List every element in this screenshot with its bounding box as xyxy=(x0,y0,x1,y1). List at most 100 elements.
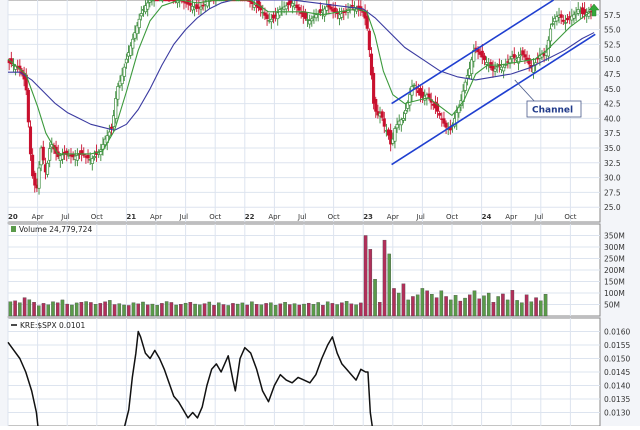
candle-body xyxy=(116,86,120,100)
candle-body xyxy=(263,12,267,16)
ratio-line xyxy=(7,330,374,430)
candle-body xyxy=(261,11,265,14)
volume-bar xyxy=(472,290,477,317)
candle-body xyxy=(295,4,299,9)
volume-bar xyxy=(46,304,51,317)
candle-body xyxy=(340,13,344,18)
volume-bar xyxy=(27,299,32,317)
volume-bar xyxy=(515,300,519,317)
volume-bar xyxy=(349,303,354,317)
volume-bar xyxy=(217,302,221,317)
price-y-tick-label: 42.5 xyxy=(604,100,621,109)
volume-bar xyxy=(486,292,491,317)
candle-body xyxy=(133,32,137,39)
channel-annotation-box xyxy=(526,100,582,118)
candle-body xyxy=(369,53,374,76)
volume-panel: 350M 300M 250M 200M 150M 100M 50M Volume 24,779… xyxy=(7,223,625,317)
candle-body xyxy=(465,75,469,79)
candle-body xyxy=(308,20,312,25)
volume-bar xyxy=(368,249,373,317)
ratio-y-tick-label: 0.0150 xyxy=(604,355,630,364)
volume-bar xyxy=(212,305,216,317)
x-tick-label: Jul xyxy=(534,213,544,221)
candle-body xyxy=(195,4,199,9)
candle-body xyxy=(491,65,495,71)
x-tick-label: 24 xyxy=(482,213,492,221)
candle-body xyxy=(548,28,553,42)
candle-body xyxy=(112,115,116,127)
candle-body xyxy=(563,22,567,24)
volume-bar xyxy=(283,302,287,317)
volume-bar xyxy=(127,305,131,317)
candle-body xyxy=(48,148,52,161)
candle-body xyxy=(401,118,406,121)
moving-average-slow-line xyxy=(8,0,595,131)
candle-body xyxy=(482,55,486,61)
ratio-y-tick-label: 0.0145 xyxy=(604,368,630,377)
candle-body xyxy=(314,14,318,19)
candle-body xyxy=(367,30,371,51)
price-y-tick-label: 47.5 xyxy=(604,70,621,79)
volume-bar xyxy=(193,303,197,317)
volume-bar xyxy=(449,299,453,317)
ratio-title: KRE:$SPX 0.0101 xyxy=(20,321,85,330)
candle-body xyxy=(393,128,397,142)
volume-bar xyxy=(420,288,425,317)
x-tick-label: Apr xyxy=(268,213,280,221)
candle-body xyxy=(188,2,192,6)
volume-bar xyxy=(316,302,320,317)
volume-bar xyxy=(543,293,548,317)
volume-y-tick-label: 100M xyxy=(604,289,625,298)
volume-bar xyxy=(150,303,155,317)
candle-body xyxy=(33,172,37,186)
ratio-panel: 0.0160 0.0155 0.0150 0.0145 0.0140 0.0135 0.01… xyxy=(7,317,630,430)
candle-body xyxy=(109,126,114,129)
candle-body xyxy=(199,6,203,10)
price-y-tick-label: 27.5 xyxy=(604,188,621,197)
volume-title: Volume 24,779,724 xyxy=(19,225,92,234)
price-y-tick-label: 52.5 xyxy=(604,40,621,49)
candle-body xyxy=(463,81,467,91)
volume-bar xyxy=(188,302,193,317)
x-tick-label: 22 xyxy=(245,213,255,221)
x-tick-label: Oct xyxy=(209,213,221,221)
volume-bar xyxy=(510,290,515,317)
volume-bar xyxy=(468,294,472,317)
candle-body xyxy=(365,15,369,29)
volume-bar xyxy=(539,300,543,317)
volume-bar xyxy=(207,301,212,317)
candle-body xyxy=(41,146,45,161)
candle-body xyxy=(297,7,301,11)
volume-bar xyxy=(269,302,273,317)
volume-bar xyxy=(297,304,302,317)
volume-bar xyxy=(259,304,264,317)
volume-bar xyxy=(98,303,103,317)
volume-bar xyxy=(84,301,88,317)
candle-body xyxy=(31,154,35,177)
volume-bar xyxy=(382,239,387,317)
candle-body xyxy=(75,155,79,161)
price-y-tick-label: 40.0 xyxy=(604,114,621,123)
candle-body xyxy=(566,17,570,21)
channel-annotation-text: Channel xyxy=(532,106,573,116)
candle-body xyxy=(92,156,96,159)
volume-bar xyxy=(496,296,500,317)
candle-body xyxy=(148,0,152,3)
price-y-tick-label: 32.5 xyxy=(604,159,621,168)
candle-body xyxy=(455,112,459,124)
candle-body xyxy=(124,58,128,64)
candle-body xyxy=(288,0,293,5)
volume-bar xyxy=(401,283,406,317)
x-tick-label: Oct xyxy=(328,213,340,221)
volume-bar xyxy=(387,253,391,317)
volume-bar xyxy=(18,302,22,317)
candle-body xyxy=(37,167,41,189)
x-tick-label: Oct xyxy=(446,213,458,221)
ratio-y-tick-label: 0.0130 xyxy=(604,409,630,418)
candle-body xyxy=(65,150,69,155)
volume-bar xyxy=(122,304,126,317)
volume-bar xyxy=(51,301,55,317)
candle-body xyxy=(325,6,329,11)
volume-bar xyxy=(325,301,330,317)
